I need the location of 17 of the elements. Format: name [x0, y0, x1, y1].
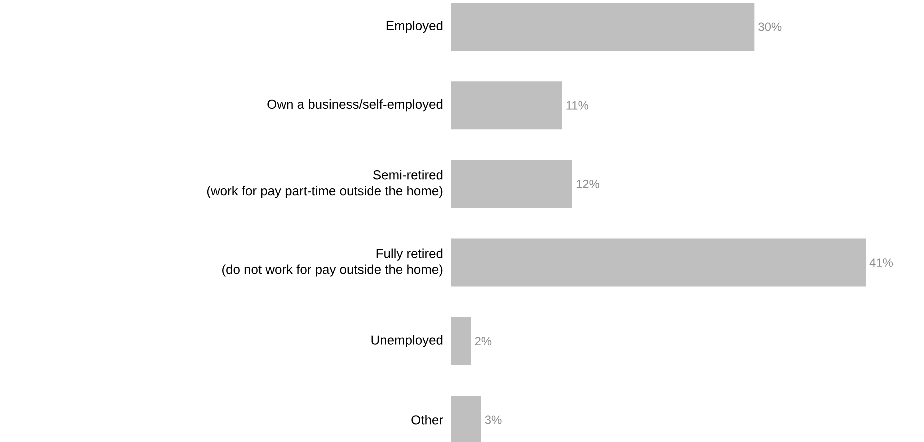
y-tick-label: Semi-retired (work for pay part-time outside the home) — [207, 170, 443, 198]
data-label: 30% — [758, 22, 782, 32]
y-tick-label: Employed — [386, 20, 443, 34]
y-tick-label: Unemployed — [372, 335, 443, 348]
data-label: 11% — [566, 101, 588, 110]
data-label: 2% — [475, 337, 492, 346]
bar — [451, 238, 866, 287]
data-label: 12% — [576, 180, 600, 188]
bar — [451, 82, 562, 130]
bar — [451, 3, 755, 52]
data-label: 41% — [870, 258, 894, 267]
bar — [451, 317, 472, 366]
y-tick-label: Other — [412, 415, 444, 425]
data-label: 3% — [485, 416, 502, 424]
y-tick-label: Fully retired (do not work for pay outside the home) — [222, 248, 443, 277]
bar — [451, 160, 572, 208]
y-tick-label: Own a business/self-employed — [268, 100, 443, 112]
